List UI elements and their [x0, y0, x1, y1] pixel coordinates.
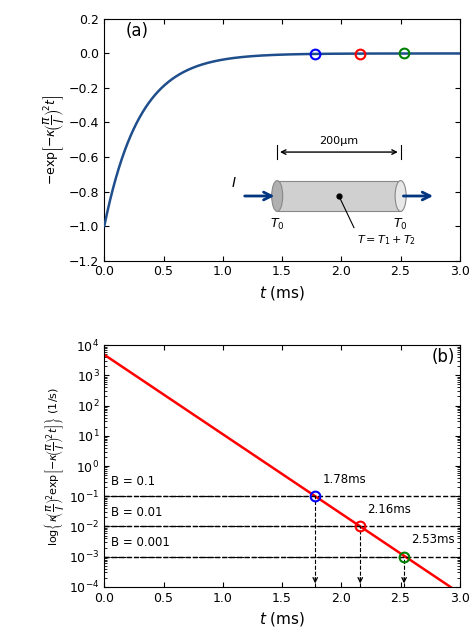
Text: 2.16ms: 2.16ms — [367, 503, 411, 516]
Y-axis label: $-\exp\!\left[-\kappa\!\left(\dfrac{\pi}{l}\right)^{\!2}t\right]$: $-\exp\!\left[-\kappa\!\left(\dfrac{\pi}… — [41, 95, 66, 185]
X-axis label: $t\ \mathrm{(ms)}$: $t\ \mathrm{(ms)}$ — [259, 284, 305, 302]
Text: B = 0.1: B = 0.1 — [111, 476, 155, 488]
Text: 1.78ms: 1.78ms — [322, 473, 366, 486]
Text: (b): (b) — [431, 348, 455, 366]
Y-axis label: $\log\!\left\{\kappa\!\left(\dfrac{\pi}{l}\right)^{\!2}\exp\!\left[-\kappa\!\lef: $\log\!\left\{\kappa\!\left(\dfrac{\pi}{… — [42, 387, 66, 546]
Text: B = 0.01: B = 0.01 — [111, 505, 163, 519]
Text: 2.53ms: 2.53ms — [411, 533, 455, 546]
X-axis label: $t\ \mathrm{(ms)}$: $t\ \mathrm{(ms)}$ — [259, 610, 305, 628]
Text: (a): (a) — [126, 22, 149, 40]
Text: B = 0.001: B = 0.001 — [111, 536, 170, 549]
